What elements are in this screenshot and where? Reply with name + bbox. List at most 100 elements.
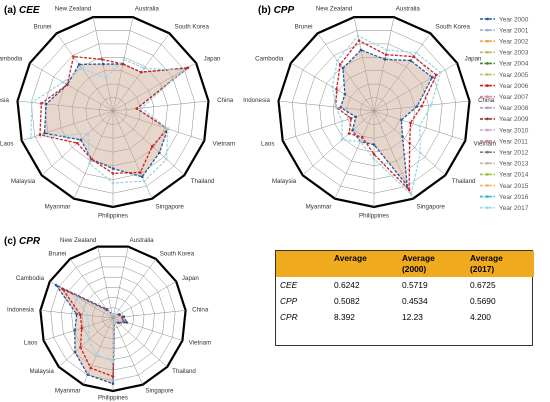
legend-marker <box>486 161 489 165</box>
data-point <box>79 138 83 142</box>
table-row: CEE 0.6242 0.5719 0.6725 <box>276 277 534 293</box>
data-point <box>331 85 334 89</box>
radar-ring <box>319 57 429 167</box>
category-label-australia: Australia <box>135 6 160 13</box>
panel-b-title: (b) CPP <box>258 5 294 16</box>
category-label-indonesia: Indonesia <box>0 97 9 104</box>
data-point <box>409 59 412 62</box>
radar-spoke <box>56 33 114 112</box>
category-label-philippines: Philippines <box>98 213 128 220</box>
data-point <box>372 143 376 146</box>
category-label-south-korea: South Korea <box>436 23 471 30</box>
data-point <box>139 70 143 74</box>
data-point <box>400 118 403 122</box>
series-year-2017 <box>331 35 442 196</box>
cell-average: 8.392 <box>334 312 355 322</box>
legend-label: Year 2016 <box>499 194 529 201</box>
data-point <box>142 179 146 183</box>
legend-label: Year 2017 <box>499 205 529 212</box>
legend-label: Year 2005 <box>499 72 529 79</box>
table-header-blank <box>276 251 330 277</box>
category-label-singapore: Singapore <box>145 388 174 395</box>
category-label-laos: Laos <box>261 140 274 147</box>
category-label-singapore: Singapore <box>156 204 185 211</box>
category-label-japan: Japan <box>465 56 482 63</box>
radar-spoke <box>302 110 375 176</box>
radar-spoke <box>112 110 205 141</box>
category-label-new-zealand: New Zealand <box>60 237 97 244</box>
radar-spoke <box>112 110 185 176</box>
category-label-china: China <box>217 97 234 104</box>
radar-spoke <box>112 100 209 112</box>
category-label-china: China <box>478 97 495 104</box>
table-header-average-2000: Average (2000) <box>398 251 466 277</box>
legend-label: Year 2001 <box>499 27 529 34</box>
radar-spoke <box>112 110 153 199</box>
category-label-japan: Japan <box>182 275 199 282</box>
radar-spoke <box>373 33 431 112</box>
legend-label: Year 2002 <box>499 39 529 46</box>
data-point <box>356 34 360 38</box>
radar-spoke <box>278 100 375 112</box>
data-point <box>372 157 376 161</box>
legend-label: Year 2007 <box>499 94 529 101</box>
data-point <box>430 76 434 79</box>
data-point <box>29 136 33 139</box>
legend-marker <box>486 28 489 32</box>
category-label-japan: Japan <box>204 56 221 63</box>
data-point <box>347 132 351 135</box>
data-point <box>357 39 361 42</box>
cell-average-2000: 0.5719 <box>402 280 428 290</box>
radar-outer-ring <box>16 15 210 209</box>
category-label-brunei: Brunei <box>34 23 52 30</box>
table-header-average: Average <box>330 251 398 277</box>
data-point <box>111 375 115 378</box>
data-point <box>354 115 358 119</box>
cell-average-2017: 0.5690 <box>470 296 496 306</box>
data-point <box>73 350 77 354</box>
data-point <box>111 181 115 185</box>
data-point <box>121 62 125 66</box>
data-point <box>101 62 105 66</box>
radar-ring <box>71 276 155 360</box>
radar-spoke <box>97 246 114 319</box>
series-year-2000 <box>54 283 128 385</box>
legend-label: Year 2012 <box>499 150 529 157</box>
radar-spoke <box>282 110 375 141</box>
data-point <box>80 66 84 70</box>
data-point <box>142 66 146 70</box>
legend-marker <box>486 117 489 121</box>
category-label-cambodia: Cambodia <box>16 275 45 282</box>
data-point <box>110 313 114 316</box>
category-label-malaysia: Malaysia <box>11 178 36 185</box>
radar-spoke <box>58 317 114 368</box>
data-point <box>383 58 387 61</box>
category-label-malaysia: Malaysia <box>272 178 297 185</box>
data-point <box>186 66 190 70</box>
radar-spoke <box>43 317 114 341</box>
cell-average: 0.5082 <box>334 296 360 306</box>
data-point <box>343 92 347 96</box>
data-point <box>75 312 78 316</box>
data-point <box>135 107 139 110</box>
radar-ring <box>44 43 182 180</box>
data-point <box>140 106 143 110</box>
radar-ring <box>60 266 166 371</box>
category-label-south-korea: South Korea <box>175 23 210 30</box>
data-point <box>408 141 411 145</box>
data-point <box>419 151 422 155</box>
legend-label: Year 2004 <box>499 61 529 68</box>
data-point <box>54 283 58 287</box>
average-table: Average Average (2000) Average (2017) CEE … <box>276 251 534 325</box>
radar-spoke <box>17 100 114 112</box>
cell-average-2017: 0.6725 <box>470 280 496 290</box>
data-point <box>107 310 111 314</box>
data-point <box>104 76 108 80</box>
legend-label: Year 2013 <box>499 161 529 168</box>
radar-spoke <box>334 110 375 199</box>
cell-average: 0.6242 <box>334 280 360 290</box>
data-point <box>335 88 338 91</box>
category-label-philippines: Philippines <box>359 213 389 220</box>
radar-outer-ring <box>39 245 187 393</box>
radar-spoke <box>112 281 177 319</box>
